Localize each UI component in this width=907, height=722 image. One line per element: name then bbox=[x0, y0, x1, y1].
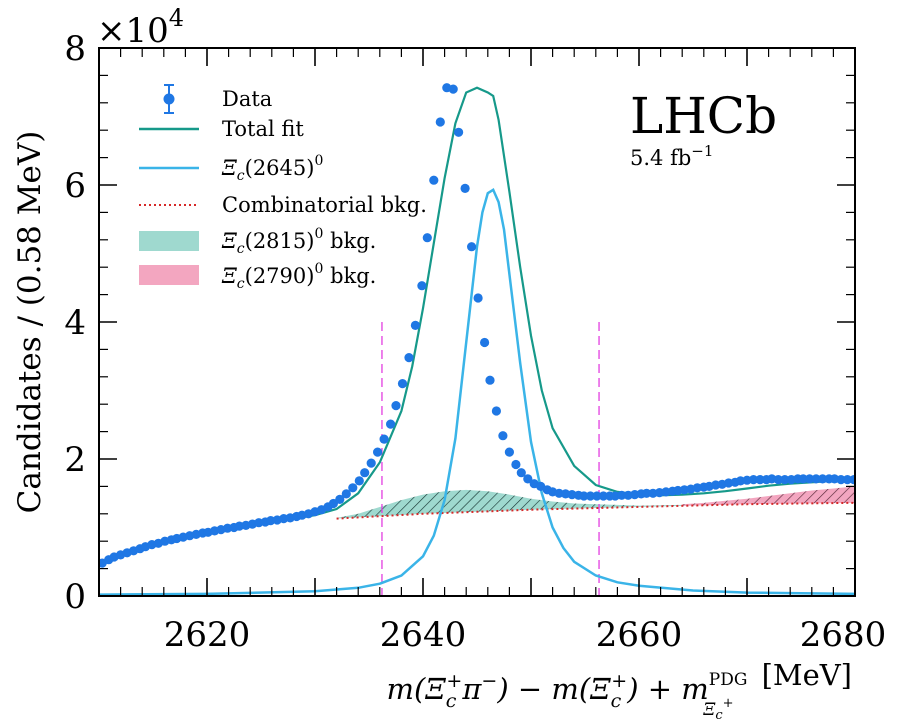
x-tick-label: 2620 bbox=[164, 615, 251, 655]
data-point bbox=[391, 401, 401, 411]
data-point bbox=[579, 491, 589, 501]
legend-total-fit-label: Total fit bbox=[222, 117, 304, 141]
data-point bbox=[811, 474, 821, 484]
data-point bbox=[504, 447, 514, 457]
x-tick-label: 2660 bbox=[596, 615, 683, 655]
y-axis-label: Candidates / (0.58 MeV) bbox=[12, 131, 48, 514]
data-point bbox=[410, 320, 420, 330]
data-point bbox=[473, 293, 483, 303]
data-point bbox=[467, 242, 477, 252]
data-point bbox=[617, 490, 627, 500]
data-point bbox=[348, 483, 358, 493]
data-point bbox=[598, 491, 609, 501]
x-tick-label: 2680 bbox=[800, 615, 887, 655]
data-point bbox=[849, 475, 855, 485]
data-point bbox=[818, 474, 828, 484]
data-point bbox=[341, 489, 351, 499]
data-point bbox=[404, 353, 414, 363]
data-point bbox=[435, 117, 445, 127]
data-point bbox=[585, 491, 596, 501]
data-point bbox=[491, 406, 501, 416]
y-tick-label: 0 bbox=[64, 577, 86, 617]
legend-bkg2790-label: Ξc(2790)0 bkg. bbox=[221, 261, 376, 292]
legend-combinatorial: Combinatorial bkg. bbox=[139, 193, 427, 217]
data-point bbox=[642, 488, 652, 498]
data-point bbox=[379, 434, 389, 444]
data-point bbox=[836, 475, 846, 485]
legend-bkg2790: Ξc(2790)0 bkg. bbox=[139, 261, 376, 292]
x-tick-label: 2640 bbox=[380, 615, 467, 655]
data-point bbox=[511, 459, 521, 470]
bkg2815-band bbox=[336, 489, 726, 519]
data-point bbox=[417, 281, 427, 291]
data-point bbox=[516, 468, 526, 478]
bkg2790-band bbox=[682, 486, 855, 506]
data-point bbox=[460, 183, 470, 193]
data-point bbox=[523, 474, 533, 484]
axis-ticks bbox=[98, 47, 856, 597]
signal-region-lines bbox=[381, 322, 600, 596]
background-components bbox=[336, 486, 855, 519]
y-tick-label: 2 bbox=[64, 440, 86, 480]
data-point bbox=[373, 447, 383, 457]
legend-signal-label: Ξc(2645)0 bbox=[221, 153, 323, 184]
data-point bbox=[798, 474, 808, 484]
data-point bbox=[755, 475, 765, 485]
y-multiplier: ×104 bbox=[97, 4, 184, 51]
data-point bbox=[422, 233, 432, 243]
legend-bkg2815-label: Ξc(2815)0 bkg. bbox=[221, 226, 376, 257]
plot-area bbox=[99, 83, 855, 596]
data-point bbox=[498, 431, 508, 441]
legend-combinatorial-label: Combinatorial bkg. bbox=[222, 193, 427, 217]
legend-total-fit: Total fit bbox=[139, 117, 304, 141]
experiment-label: LHCb bbox=[630, 87, 777, 145]
tick-labels: 2620 2640 2660 2680 0 2 4 6 8 bbox=[64, 29, 886, 655]
data-point bbox=[386, 419, 396, 429]
legend-data: Data bbox=[163, 84, 272, 114]
data-point bbox=[805, 474, 815, 484]
data-point bbox=[592, 491, 602, 501]
data-point bbox=[454, 127, 464, 137]
data-point bbox=[366, 458, 376, 468]
data-point bbox=[780, 475, 790, 485]
data-point bbox=[354, 476, 364, 486]
legend-data-label: Data bbox=[222, 87, 272, 111]
data-point bbox=[748, 475, 759, 485]
y-tick-label: 4 bbox=[64, 303, 86, 343]
data-point bbox=[448, 84, 458, 94]
data-point bbox=[360, 468, 370, 478]
luminosity-label: 5.4 fb−1 bbox=[630, 142, 713, 170]
fit-curves bbox=[99, 86, 855, 596]
y-tick-label: 6 bbox=[64, 166, 86, 206]
data-point bbox=[335, 494, 345, 504]
data-point bbox=[480, 337, 490, 348]
legend: Data Total fit Ξc(2645)0 Combinatorial b… bbox=[139, 84, 427, 292]
legend-bkg2815: Ξc(2815)0 bkg. bbox=[139, 226, 376, 257]
data-point bbox=[773, 475, 783, 485]
data-point bbox=[397, 379, 408, 389]
legend-signal: Ξc(2645)0 bbox=[139, 153, 323, 184]
data-points bbox=[99, 83, 855, 568]
y-tick-label: 8 bbox=[64, 29, 86, 69]
data-point bbox=[485, 375, 495, 385]
x-axis-label: m(Ξc+π−) − m(Ξc+) + mPDG Ξc+[MeV] bbox=[387, 658, 852, 722]
signal-curve bbox=[99, 187, 855, 596]
data-point bbox=[842, 475, 853, 485]
data-point bbox=[429, 175, 439, 185]
